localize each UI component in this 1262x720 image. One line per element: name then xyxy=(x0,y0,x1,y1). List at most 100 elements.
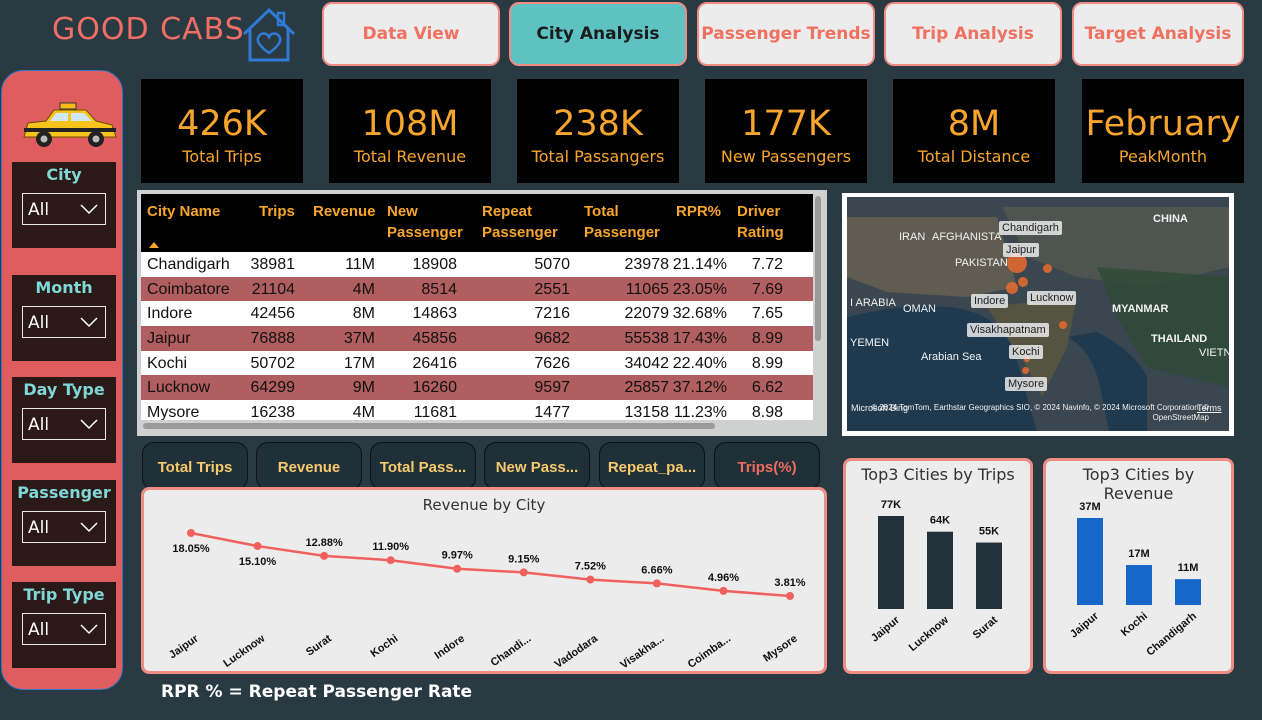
table-cell: 7.65 xyxy=(751,305,783,323)
table-row[interactable]: Indore 42456 8M 14863 7216 22079 32.68% 7.65 xyxy=(141,301,813,326)
bar[interactable] xyxy=(1077,518,1103,605)
map-terrain xyxy=(847,197,1229,431)
metric-tab-1[interactable]: Revenue xyxy=(256,442,362,490)
filter-label: Passenger xyxy=(17,483,111,502)
map-city-marker[interactable] xyxy=(1006,282,1018,294)
map-city-marker[interactable] xyxy=(1059,321,1067,329)
metric-tab-5[interactable]: Trips(%) xyxy=(714,442,820,490)
bar-category-label: Jaipur xyxy=(1068,610,1102,641)
nav-button-2[interactable]: Passenger Trends xyxy=(697,2,875,66)
kpi-value: 108M xyxy=(361,104,459,144)
data-label: 9.15% xyxy=(508,553,539,565)
filter-dropdown[interactable]: All xyxy=(22,193,106,225)
table-row[interactable]: Coimbatore 21104 4M 8514 2551 11065 23.05% 7.69 xyxy=(141,276,813,302)
map-city-label[interactable]: Kochi xyxy=(1009,345,1043,359)
data-point[interactable] xyxy=(320,551,329,560)
column-header[interactable]: City Name xyxy=(147,201,220,222)
column-header[interactable]: RPR% xyxy=(676,201,721,222)
chevron-down-icon xyxy=(80,204,98,215)
metric-tab-4[interactable]: Repeat_pa... xyxy=(599,442,705,490)
map-city-marker[interactable] xyxy=(1021,366,1029,374)
filter-2: Day Type All xyxy=(12,377,116,463)
table-row[interactable]: Mysore 16238 4M 11681 1477 13158 11.23% 8.98 xyxy=(141,400,813,420)
map-city-marker[interactable] xyxy=(1042,263,1052,273)
metric-tab-2[interactable]: Total Pass... xyxy=(370,442,476,490)
data-point[interactable] xyxy=(386,556,395,565)
city-map[interactable]: CHINA IRAN AFGHANISTA PAKISTAN OMAN I ARABIA Y… xyxy=(842,193,1234,436)
table-horizontal-scrollbar[interactable] xyxy=(143,423,715,429)
table-row[interactable]: Lucknow 64299 9M 16260 9597 25857 37.12% 6.62 xyxy=(141,375,813,401)
column-header[interactable]: Repeat Passenger xyxy=(482,201,558,243)
data-point[interactable] xyxy=(253,542,262,551)
map-terms-link[interactable]: Terms xyxy=(1197,403,1222,413)
nav-button-3[interactable]: Trip Analysis xyxy=(884,2,1062,66)
column-header-line1: Total xyxy=(584,203,619,220)
table-vertical-scrollbar[interactable] xyxy=(815,196,821,341)
column-header-line1: RPR% xyxy=(676,203,722,220)
home-heart-icon xyxy=(242,7,296,62)
column-header[interactable]: Total Passenger xyxy=(584,201,660,243)
filter-dropdown[interactable]: All xyxy=(22,613,106,645)
map-city-marker[interactable] xyxy=(1024,356,1030,362)
bar[interactable] xyxy=(976,542,1002,609)
nav-button-0[interactable]: Data View xyxy=(322,2,500,66)
column-header[interactable]: New Passenger xyxy=(387,201,463,243)
data-point[interactable] xyxy=(586,575,595,584)
table-cell: 9M xyxy=(352,379,375,397)
data-label: 7.52% xyxy=(575,561,606,573)
series-line xyxy=(190,531,791,598)
filter-dropdown[interactable]: All xyxy=(22,306,106,338)
data-point[interactable] xyxy=(519,568,528,577)
table-cell: Lucknow xyxy=(147,379,211,397)
top3-revenue-title: Top3 Cities by Revenue xyxy=(1082,465,1195,503)
x-tick-label: Vadodara xyxy=(553,632,601,671)
filter-dropdown[interactable]: All xyxy=(22,408,106,440)
column-header-line2: Passenger xyxy=(387,224,463,241)
metric-tab-3[interactable]: New Pass... xyxy=(484,442,590,490)
sort-ascending-icon[interactable] xyxy=(149,242,159,248)
map-bing-logo: Microsoft Bing xyxy=(851,403,909,413)
map-city-label[interactable]: Jaipur xyxy=(1003,243,1039,257)
column-header[interactable]: Trips xyxy=(259,201,295,222)
chevron-down-icon xyxy=(80,317,98,328)
map-city-label[interactable]: Indore xyxy=(971,294,1009,308)
table-row[interactable]: Kochi 50702 17M 26416 7626 34042 22.40% 8.99 xyxy=(141,351,813,376)
map-city-label[interactable]: Mysore xyxy=(1005,377,1048,391)
data-point[interactable] xyxy=(652,579,661,588)
filter-dropdown[interactable]: All xyxy=(22,511,106,543)
column-header[interactable]: Revenue xyxy=(313,201,376,222)
data-point[interactable] xyxy=(187,529,195,537)
top3-revenue-chart: Top3 Cities by Revenue 37M Jaipur 17M Kochi… xyxy=(1043,458,1234,674)
nav-button-4[interactable]: Target Analysis xyxy=(1072,2,1244,66)
filter-label: Trip Type xyxy=(23,585,105,604)
column-header-line1: Trips xyxy=(259,203,295,220)
map-region-label: PAKISTAN xyxy=(955,257,1008,269)
bar[interactable] xyxy=(1175,579,1201,605)
table-cell: 6.62 xyxy=(751,379,783,397)
table-cell: 7216 xyxy=(534,305,570,323)
metric-tab-0[interactable]: Total Trips xyxy=(142,442,248,490)
data-label: 12.88% xyxy=(305,537,343,549)
bar[interactable] xyxy=(1126,565,1152,605)
table-row[interactable]: Chandigarh 38981 11M 18908 5070 23978 21.14% 7.… xyxy=(141,252,813,277)
nav-button-1[interactable]: City Analysis xyxy=(509,2,687,66)
x-tick-label: Indore xyxy=(433,633,467,662)
data-point[interactable] xyxy=(453,564,462,573)
table-cell: 8.99 xyxy=(751,354,783,372)
bar[interactable] xyxy=(878,516,904,609)
map-city-marker[interactable] xyxy=(1018,277,1028,287)
table-cell: 1477 xyxy=(534,404,570,420)
map-city-marker[interactable] xyxy=(1007,253,1027,273)
kpi-card-0: 426K Total Trips xyxy=(141,79,303,183)
map-city-label[interactable]: Lucknow xyxy=(1027,291,1077,305)
column-header-line1: Repeat xyxy=(482,203,533,220)
bar[interactable] xyxy=(927,531,953,609)
x-tick-label: Coimba... xyxy=(686,633,733,671)
data-point[interactable] xyxy=(786,592,794,600)
map-city-label[interactable]: Visakhapatnam xyxy=(967,323,1049,337)
bar-data-label: 11M xyxy=(1178,562,1199,574)
table-row[interactable]: Jaipur 76888 37M 45856 9682 55538 17.43% 8.99 xyxy=(141,326,813,351)
map-city-label[interactable]: Chandigarh xyxy=(999,221,1062,235)
column-header[interactable]: Driver Rating xyxy=(737,201,784,243)
data-point[interactable] xyxy=(719,586,728,595)
